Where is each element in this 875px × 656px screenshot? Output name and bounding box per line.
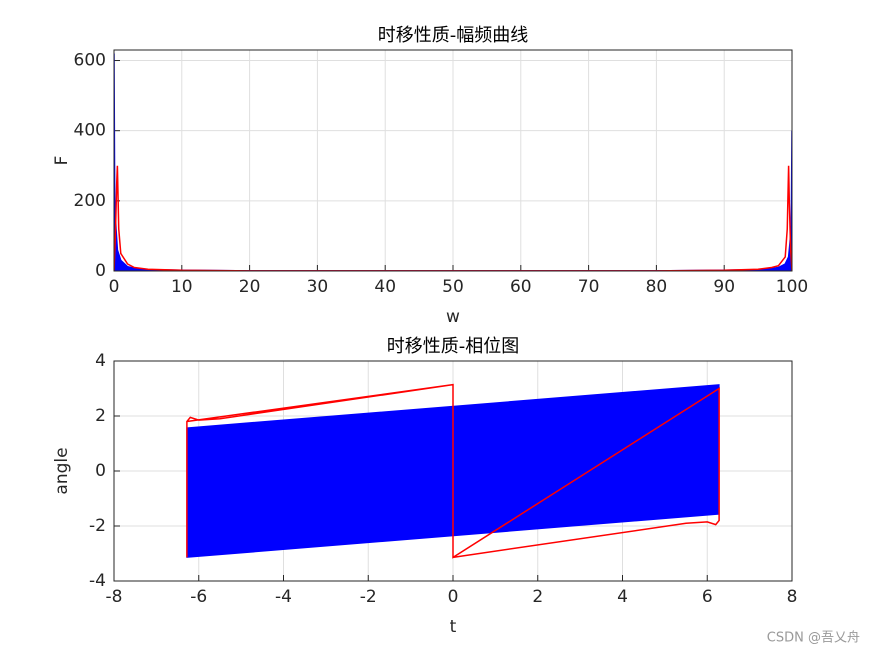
- y-tick-label: -2: [89, 516, 106, 536]
- y-axis-label: angle: [52, 447, 72, 494]
- y-tick-label: 0: [95, 261, 106, 281]
- y-tick-label: -4: [89, 571, 106, 591]
- x-tick-label: 4: [617, 587, 628, 607]
- x-tick-label: 60: [510, 277, 532, 297]
- x-tick-label: 0: [109, 277, 120, 297]
- x-tick-label: 30: [307, 277, 329, 297]
- x-tick-label: -2: [360, 587, 377, 607]
- y-tick-label: 200: [74, 191, 106, 211]
- axes-box: [113, 49, 793, 272]
- x-tick-label: 20: [239, 277, 261, 297]
- x-axis-label: t: [450, 617, 457, 637]
- x-tick-label: 8: [787, 587, 798, 607]
- y-tick-label: 600: [74, 51, 106, 71]
- x-tick-label: -8: [106, 587, 123, 607]
- series-group: [186, 383, 720, 559]
- x-axis-label: w: [446, 307, 460, 327]
- y-tick-label: 0: [95, 461, 106, 481]
- y-tick-label: 4: [95, 351, 106, 371]
- y-tick-label: 2: [95, 406, 106, 426]
- chart-title: 时移性质-幅频曲线: [378, 25, 529, 46]
- x-tick-label: 90: [713, 277, 735, 297]
- x-tick-label: 100: [776, 277, 808, 297]
- x-tick-label: -6: [190, 587, 207, 607]
- x-tick-label: 50: [442, 277, 464, 297]
- axes-box: [113, 360, 793, 582]
- chart-title: 时移性质-相位图: [387, 336, 520, 357]
- y-tick-label: 400: [74, 121, 106, 141]
- x-tick-label: -4: [275, 587, 292, 607]
- line: [186, 383, 720, 559]
- y-axis-label: F: [52, 156, 72, 166]
- x-tick-label: 70: [578, 277, 600, 297]
- x-tick-label: 6: [702, 587, 713, 607]
- x-tick-label: 2: [532, 587, 543, 607]
- watermark: CSDN @吾乂舟: [767, 631, 860, 646]
- x-tick-label: 10: [171, 277, 193, 297]
- x-tick-label: 80: [646, 277, 668, 297]
- x-tick-label: 0: [448, 587, 459, 607]
- x-tick-label: 40: [374, 277, 396, 297]
